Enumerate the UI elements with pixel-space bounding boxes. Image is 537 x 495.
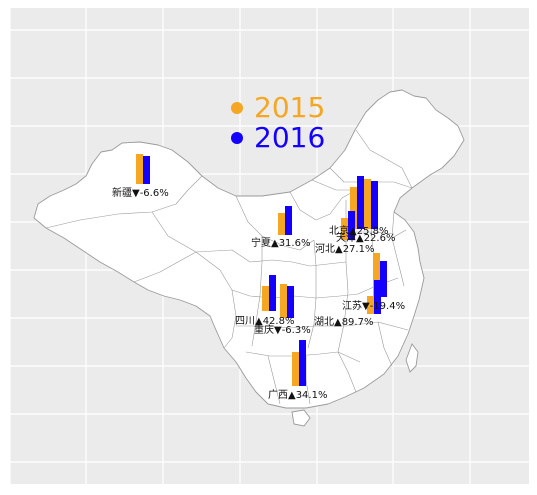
bar-2015-2 <box>278 213 285 235</box>
bar-2015-10 <box>292 352 299 386</box>
bar-2015-9 <box>280 284 287 318</box>
bar-2016-8 <box>269 275 276 311</box>
legend-swatch-2016 <box>231 132 243 144</box>
bar-2016-2 <box>285 206 292 235</box>
bar-2016-1 <box>143 156 150 184</box>
bar-2015-1 <box>136 154 143 184</box>
bar-marks <box>136 154 387 386</box>
legend-label-2016: 2016 <box>254 121 325 154</box>
bar-2016-9 <box>287 286 294 318</box>
region-label-7: 湖北▲89.7% <box>314 316 373 328</box>
region-label-5: 河北▲27.1% <box>315 243 374 255</box>
bar-2015-7 <box>367 296 374 314</box>
bar-2015-3 <box>350 187 357 229</box>
legend-label-2015: 2015 <box>254 91 325 124</box>
legend: 2015 2016 <box>231 91 325 154</box>
region-label-6: 江苏▼-19.4% <box>342 299 405 312</box>
region-label-2: 宁夏▲31.6% <box>251 236 310 249</box>
hainan-island <box>291 409 311 427</box>
bar-2016-7 <box>374 280 381 314</box>
bar-2015-8 <box>262 286 269 311</box>
bar-2015-5 <box>341 218 348 240</box>
region-label-3: 北京▲25.8% <box>329 224 388 237</box>
bar-2016-3 <box>357 176 364 229</box>
legend-swatch-2015 <box>231 102 243 114</box>
bar-2015-4 <box>364 179 371 229</box>
region-label-8: 四川▲42.8% <box>235 316 294 327</box>
region-label-1: 新疆▼-6.6% <box>112 186 169 199</box>
region-label-9: 重庆▼-6.3% <box>254 323 311 336</box>
bar-2016-4 <box>371 181 378 229</box>
region-labels: 新疆▼-6.6% 宁夏▲31.6% 北京▲25.8%天津▲22.6%河北▲27.1%… <box>112 186 405 401</box>
bar-2016-5 <box>348 211 355 240</box>
bar-2016-10 <box>299 340 306 386</box>
province-borders <box>45 129 413 405</box>
taiwan-island <box>405 343 419 373</box>
region-label-10: 广西▲34.1% <box>268 389 327 401</box>
bar-2015-6 <box>373 253 380 297</box>
bar-2016-6 <box>380 261 387 297</box>
region-label-4: 天津▲22.6% <box>336 232 395 244</box>
